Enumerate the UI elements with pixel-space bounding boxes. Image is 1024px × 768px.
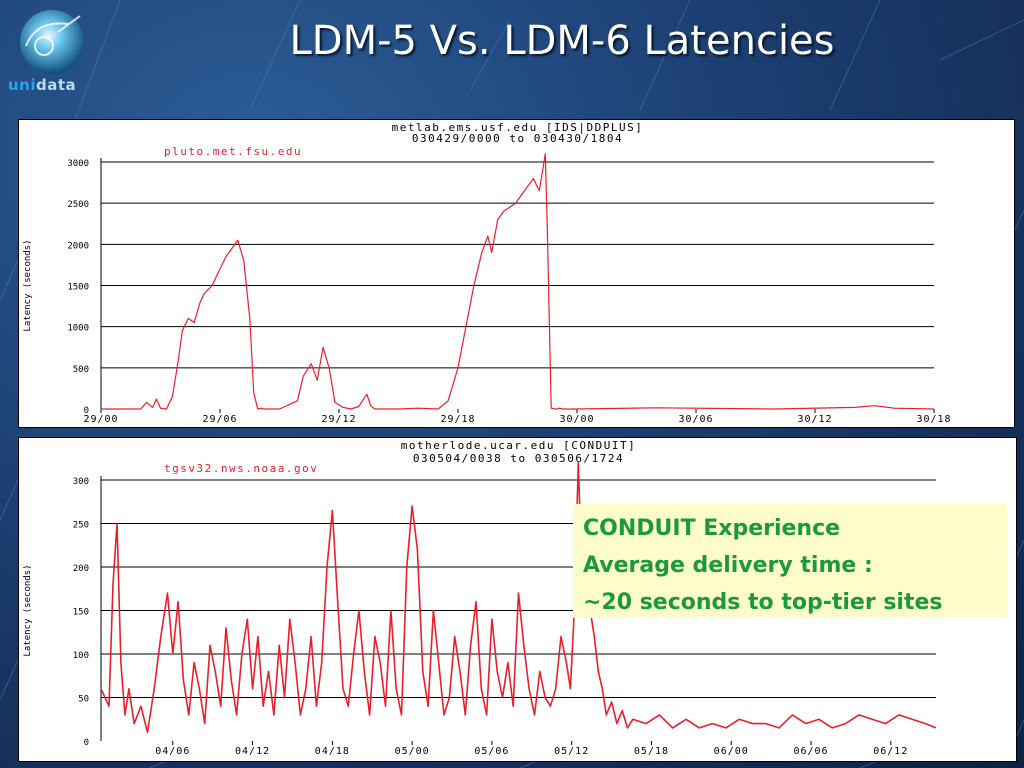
y-tick-label: 300 [73,477,89,487]
x-tick-label: 05/18 [634,746,669,757]
logo-text-data: data [36,76,77,94]
y-tick-label: 3000 [67,159,89,169]
x-tick-label: 05/00 [395,746,430,757]
chart-subtitle: 030504/0038 to 030506/1724 [413,452,624,465]
x-tick-label: 04/18 [315,746,350,757]
x-tick-label: 29/18 [440,414,475,425]
series-line [101,153,935,410]
y-tick-label: 2500 [67,200,89,210]
x-tick-label: 29/12 [321,414,356,425]
chart-title: motherlode.ucar.edu [CONDUIT] [401,439,637,452]
y-tick-label: 0 [84,406,89,416]
callout-line-3: ~20 seconds to top-tier sites [583,590,943,615]
chart-panel-top: metlab.ems.usf.edu [IDS|DDPLUS] 030429/00… [18,119,1015,428]
series-line [100,461,937,734]
x-tick-label: 29/06 [202,414,237,425]
y-tick-label: 250 [73,521,89,531]
y-axis-label: Latency (seconds) [23,239,33,331]
y-axis-label: Latency (seconds) [23,564,33,656]
x-tick-label: 06/06 [793,746,828,757]
x-tick-label: 30/06 [678,414,713,425]
y-tick-label: 0 [84,738,89,748]
series-label: pluto.met.fsu.edu [164,145,302,158]
chart-title: metlab.ems.usf.edu [IDS|DDPLUS] [392,121,644,134]
y-tick-label: 1500 [67,283,89,293]
x-tick-label: 30/12 [797,414,832,425]
conduit-callout: CONDUIT Experience Average delivery time… [573,504,1007,618]
series-label: tgsv32.nws.noaa.gov [164,462,318,475]
unidata-logo [20,10,84,74]
x-tick-label: 05/12 [554,746,589,757]
x-tick-label: 05/06 [474,746,509,757]
y-tick-label: 200 [73,564,89,574]
x-tick-label: 06/00 [714,746,749,757]
x-tick-label: 30/18 [916,414,951,425]
y-tick-label: 50 [78,695,89,705]
y-tick-label: 100 [73,651,89,661]
y-tick-label: 1000 [67,324,89,334]
callout-line-1: CONDUIT Experience [583,516,841,541]
chart-top: metlab.ems.usf.edu [IDS|DDPLUS]030429/00… [23,121,951,425]
y-tick-label: 150 [73,608,89,618]
callout-line-2: Average delivery time : [583,553,873,578]
x-tick-label: 30/00 [559,414,594,425]
logo-text-uni: uni [8,76,36,94]
y-tick-label: 2000 [67,241,89,251]
x-tick-label: 06/12 [873,746,908,757]
logo-wordmark: unidata [8,76,76,94]
x-tick-label: 04/12 [235,746,270,757]
chart-bottom: motherlode.ucar.edu [CONDUIT]030504/0038… [23,439,937,757]
x-tick-label: 29/00 [83,414,118,425]
y-tick-label: 500 [73,365,89,375]
slide-title: LDM-5 Vs. LDM-6 Latencies [289,18,835,64]
x-tick-label: 04/06 [155,746,190,757]
chart-subtitle: 030429/0000 to 030430/1804 [412,132,623,145]
